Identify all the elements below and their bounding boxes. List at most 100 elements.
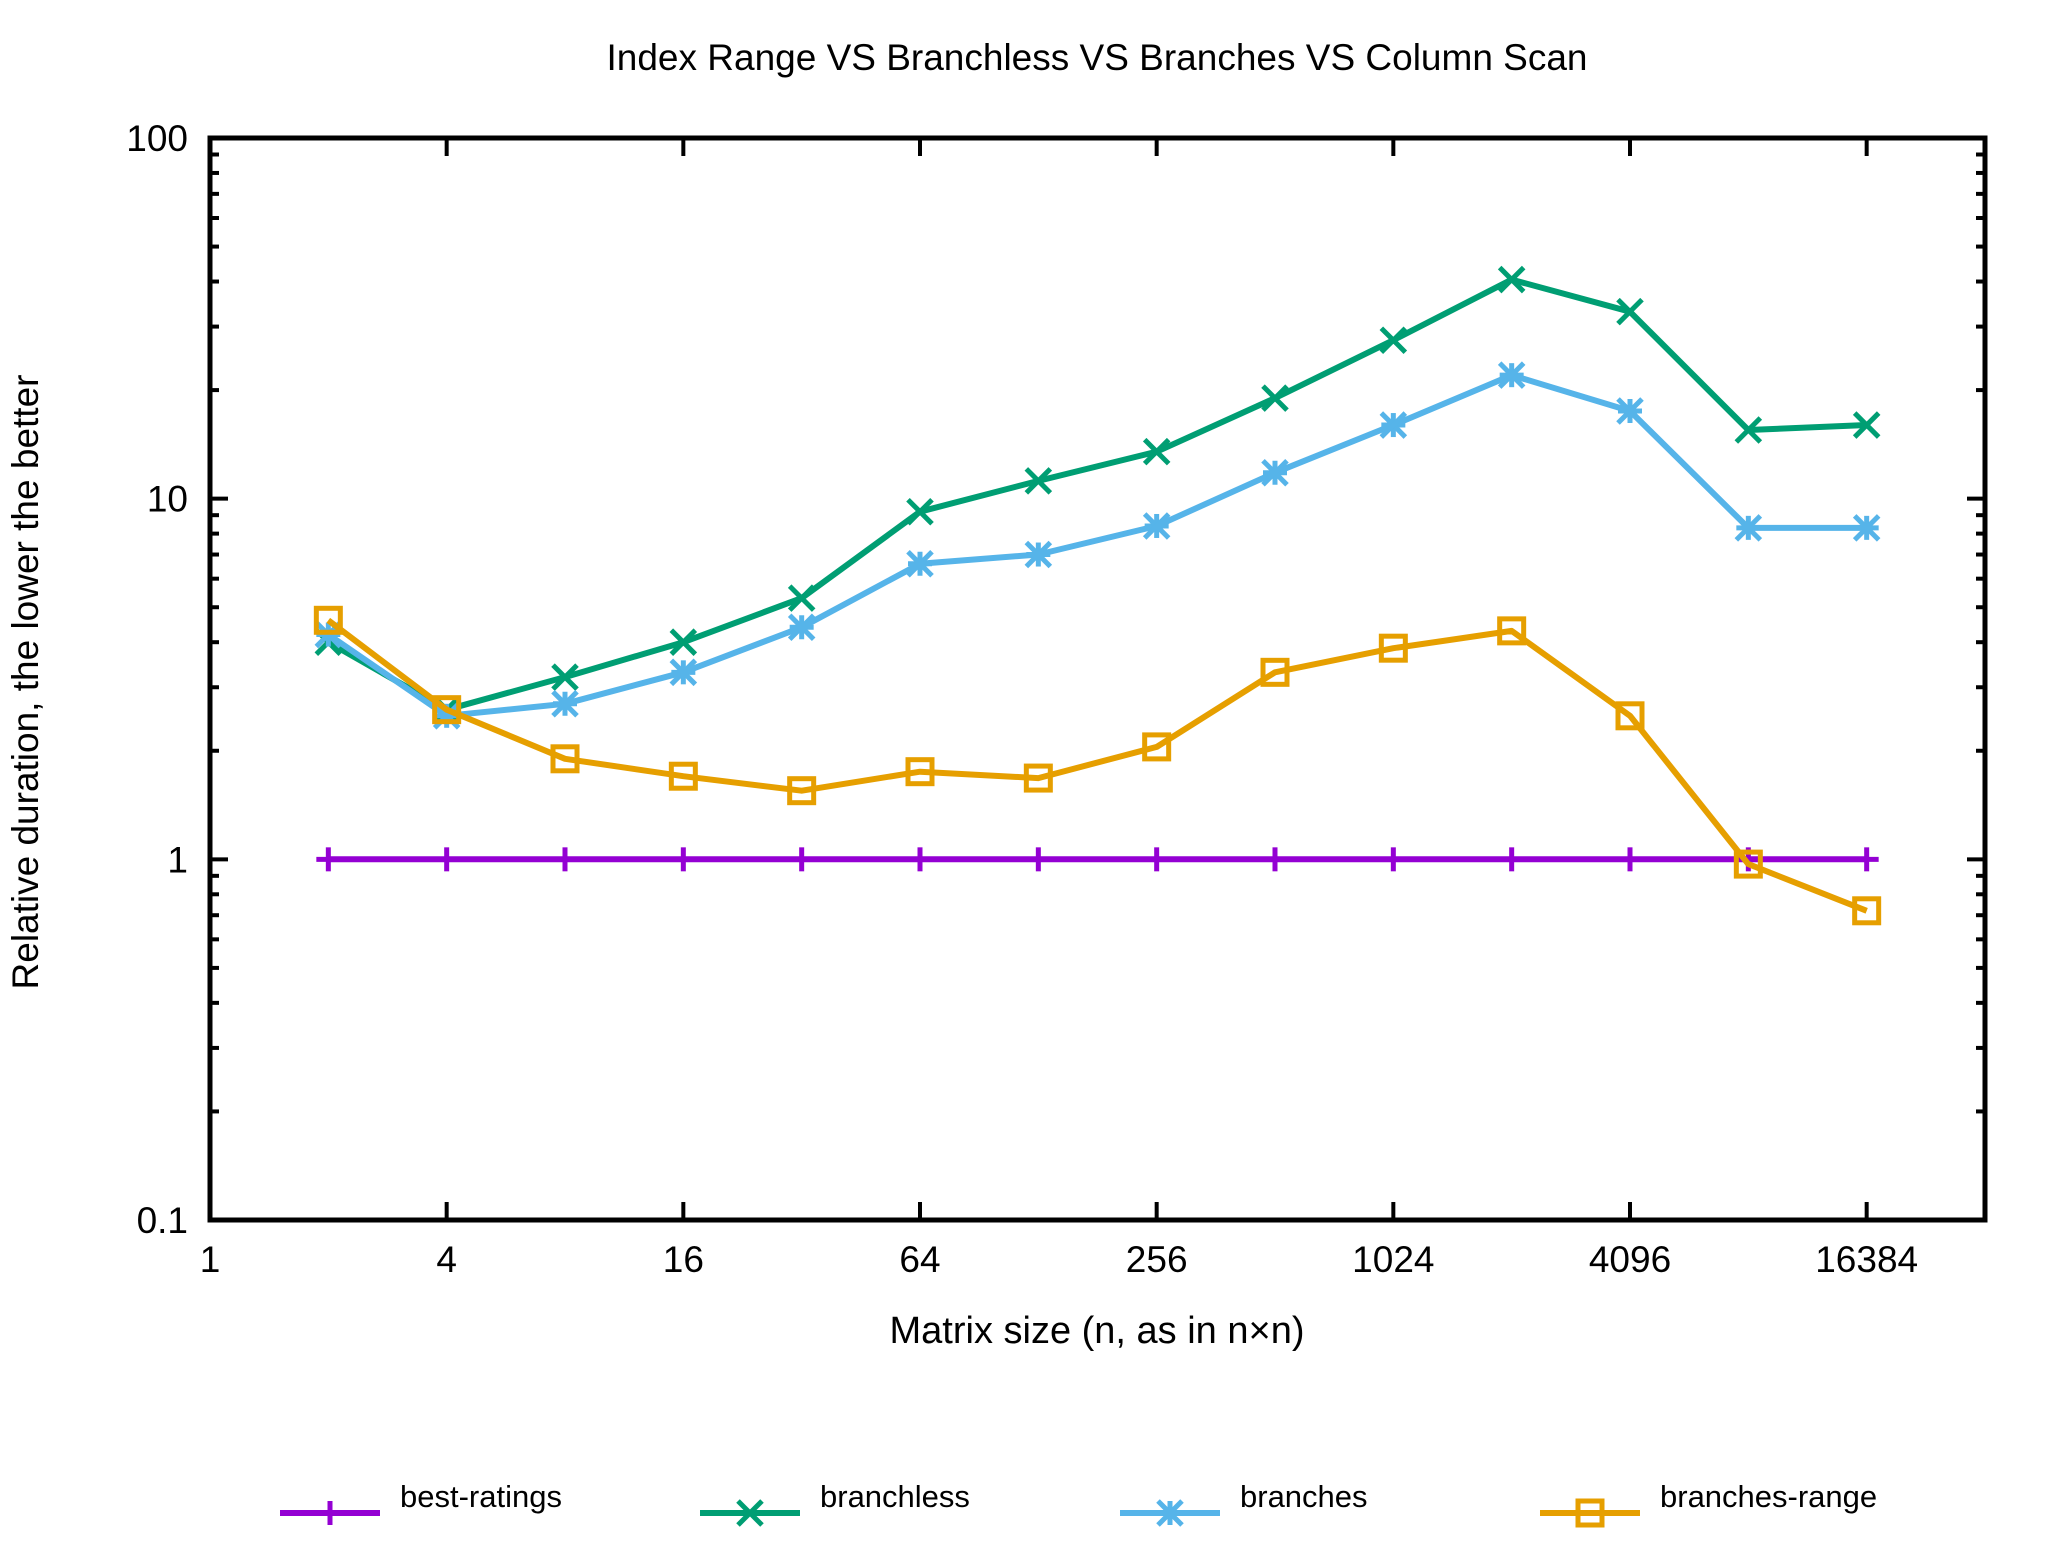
square-outline [1615,701,1645,731]
data-point-branches [1616,397,1644,425]
y-tick-label: 0.1 [137,1200,188,1241]
data-point-branches [1024,540,1053,569]
data-point-best-ratings [789,847,814,872]
square-outline [1497,616,1527,646]
legend-label: branches-range [1660,1479,1877,1514]
asterisk-stroke [1852,514,1881,542]
data-point-branchless [669,628,698,656]
data-point-branches [1261,458,1289,487]
plot-frame [207,135,1988,1223]
x-tick-label: 1024 [1352,1239,1434,1280]
data-point-branches-range [1497,616,1527,646]
series-line-branches [326,372,1867,719]
asterisk-stroke [551,689,579,718]
cross-stroke [1142,437,1171,466]
asterisk-stroke [1379,411,1408,439]
square-outline [668,761,698,791]
x-tick-label: 1 [200,1239,221,1280]
square-outline [905,757,935,787]
data-point-branches-range [1615,701,1645,731]
data-point-branches-range [1733,849,1763,879]
data-point-branchless [1497,265,1526,294]
data-point-branches-range [1260,657,1290,687]
data-point-branches [669,658,698,687]
cross-stroke [1024,467,1053,495]
data-point-branches-range [1142,732,1172,762]
data-point-best-ratings [1144,847,1169,872]
asterisk-stroke [1616,397,1644,425]
data-point-branches [1497,361,1526,389]
data-point-best-ratings [434,847,459,872]
cross-stroke [551,663,579,691]
data-point-best-ratings [1026,847,1051,872]
tick-labels: 0.1 1 10 100 1 4 16 64 256 1024 4096 16384 [126,118,1918,1280]
legend-entry-branchless: branchless [700,1479,970,1527]
data-point-branches-range [905,757,935,787]
data-point-branchless [1379,326,1408,354]
data-point-branches-range [1378,633,1408,663]
asterisk-stroke [1024,540,1053,569]
x-axis-label: Matrix size (n, as in n×n) [890,1310,1305,1352]
data-point-branches-range [668,761,698,791]
data-point-branchless [787,584,816,612]
cross-stroke [1379,326,1408,354]
series-branches-range [313,605,1882,926]
square-outline [550,744,580,774]
data-point-branches-range [787,776,817,806]
asterisk-stroke [1142,512,1171,540]
series-line-branchless [326,276,1867,713]
legend-entry-branches-range: branches-range [1540,1479,1877,1528]
legend-entry-best-ratings: best-ratings [280,1479,562,1525]
cross-stroke [1497,265,1526,294]
asterisk-stroke [906,549,934,578]
square-outline [1733,849,1763,879]
x-tick-label: 16384 [1815,1239,1918,1280]
data-point-best-ratings [1499,847,1524,872]
legend-marker-branchless [736,1499,764,1527]
x-tick-label: 256 [1126,1239,1188,1280]
y-tick-label: 100 [126,118,188,159]
data-point-branches [906,549,934,578]
data-point-best-ratings [1618,847,1642,872]
series-line-branches-range [326,617,1868,914]
data-point-best-ratings [553,847,577,872]
data-point-branches [787,613,816,642]
x-tick-label: 4096 [1589,1239,1671,1280]
square-outline [1260,657,1290,687]
legend-label: best-ratings [400,1479,562,1514]
square-outline [432,695,462,725]
data-point-best-ratings [1381,847,1406,872]
legend-entry-branches: branches [1120,1479,1368,1527]
data-point-branchless [1261,384,1289,412]
data-point-best-ratings [316,847,341,872]
data-point-branchless [1852,411,1881,439]
data-point-branches-range [550,744,580,774]
legend-marker-best-ratings [318,1501,342,1525]
asterisk-stroke [1156,1499,1184,1527]
cross-stroke [1734,416,1763,444]
data-point-branchless [1734,416,1763,444]
square-outline [1378,633,1408,663]
square-outline [1023,763,1053,793]
y-tick-label: 10 [147,479,188,520]
x-tick-label: 4 [436,1239,457,1280]
x-tick-label: 64 [899,1239,940,1280]
legend-marker-branches-range [1575,1498,1605,1528]
asterisk-stroke [787,613,816,642]
cross-stroke [669,628,698,656]
data-point-branches [1142,512,1171,540]
cross-stroke [736,1499,764,1527]
asterisk-stroke [1261,458,1289,487]
square-outline [1575,1498,1605,1528]
series-branches [314,361,1881,730]
cross-stroke [1616,297,1644,326]
data-point-branches-range [313,605,343,635]
cross-stroke [787,584,816,612]
square-outline [1142,732,1172,762]
data-point-branchless [1024,467,1053,495]
data-point-branches-range [1023,763,1053,793]
legend-label: branchless [820,1479,970,1514]
asterisk-stroke [1497,361,1526,389]
cross-stroke [906,497,934,526]
